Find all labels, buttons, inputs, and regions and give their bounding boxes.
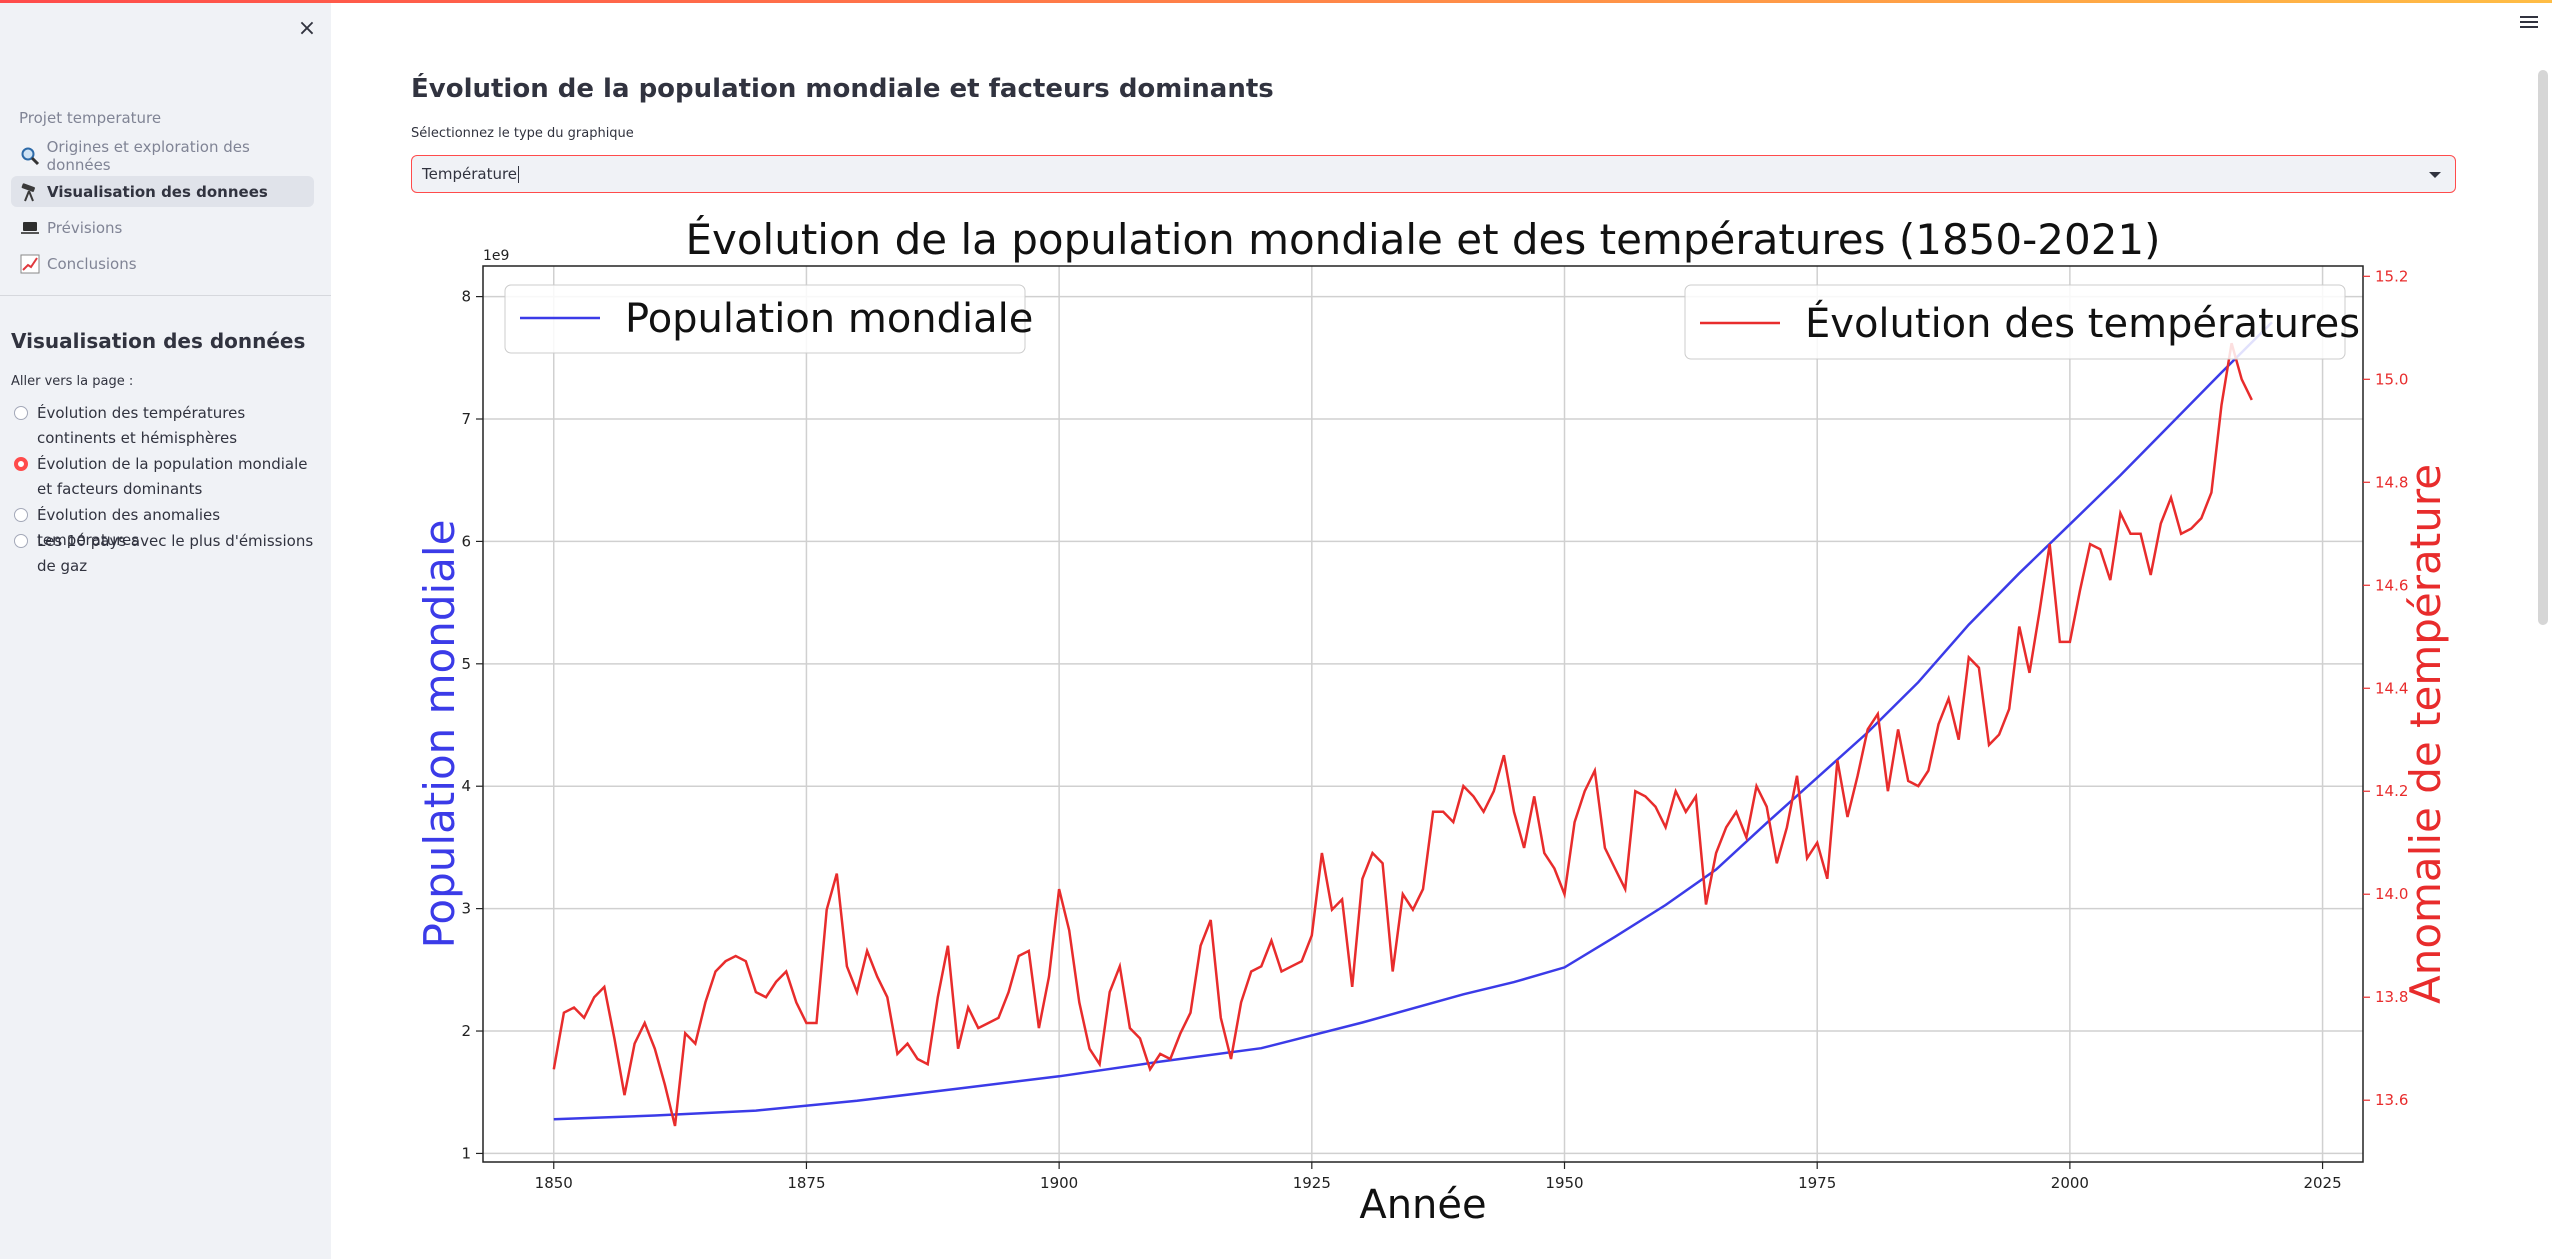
radio-option-emissions[interactable]: Les 10 pays avec le plus d'émissions de … <box>11 529 313 579</box>
radio-group-label: Aller vers la page : <box>11 374 134 389</box>
page-title: Évolution de la population mondiale et f… <box>411 74 1274 104</box>
radio-button[interactable] <box>14 508 28 522</box>
nav-item-visualisation[interactable]: Visualisation des donnees <box>11 176 314 207</box>
nav-item-conclusions[interactable]: Conclusions <box>11 248 314 279</box>
sidebar: × Projet temperature Origines et explora… <box>0 3 331 1259</box>
radio-option-temperatures[interactable]: Évolution des températures continents et… <box>11 401 311 451</box>
y-right-tick-label: 15.0 <box>2375 370 2408 388</box>
nav-item-previsions[interactable]: Prévisions <box>11 212 314 243</box>
nav-item-label: Prévisions <box>47 218 123 237</box>
legend-temperature-label: Évolution des températures <box>1805 299 2360 347</box>
y-right-tick-label: 13.6 <box>2375 1091 2408 1109</box>
population-line <box>553 321 2273 1121</box>
chevron-down-icon[interactable] <box>2429 172 2441 178</box>
y-left-tick-label: 1 <box>461 1144 471 1162</box>
x-tick-label: 1850 <box>535 1174 573 1192</box>
sidebar-section-title: Visualisation des données <box>11 329 306 353</box>
legend-population-label: Population mondiale <box>625 296 1033 342</box>
y-left-tick-label: 2 <box>461 1022 471 1040</box>
x-tick-label: 1975 <box>1798 1174 1836 1192</box>
x-tick-label: 1950 <box>1545 1174 1583 1192</box>
y-right-tick-label: 14.8 <box>2375 473 2408 491</box>
y-left-tick-label: 7 <box>461 410 471 428</box>
radio-button[interactable] <box>14 406 28 420</box>
y-right-axis-label: Anomalie de température <box>2401 464 2450 1004</box>
x-axis-label: Année <box>1359 1182 1486 1228</box>
radio-option-label: Évolution des températures continents et… <box>37 404 246 447</box>
y-left-tick-label: 8 <box>461 288 471 306</box>
y-right-tick-label: 15.2 <box>2375 267 2408 285</box>
y-right-tick-label: 14.2 <box>2375 782 2408 800</box>
population-temperature-chart: 1850 1875 1900 1925 1950 1975 2000 2025 1 2 3 4 5 6 7 8… <box>415 214 2450 1228</box>
legend-population-box <box>504 284 1026 354</box>
magnifier-icon <box>19 145 41 167</box>
y-left-tick-label: 5 <box>461 655 471 673</box>
y-left-tick-label: 3 <box>461 900 471 918</box>
temperature-line <box>552 342 2253 1127</box>
y-right-tick-label: 14.0 <box>2375 885 2408 903</box>
x-tick-label: 1875 <box>787 1174 825 1192</box>
sidebar-divider <box>0 295 331 296</box>
x-tick-label: 2000 <box>2051 1174 2089 1192</box>
top-decoration-bar <box>0 0 2552 3</box>
y-left-axis-label: Population mondiale <box>415 520 464 949</box>
chart-increasing-icon <box>19 253 41 275</box>
nav-item-label: Origines et exploration des données <box>46 137 250 174</box>
radio-option-population[interactable]: Évolution de la population mondiale et f… <box>11 452 311 502</box>
legend-temperature-box <box>1684 284 2346 360</box>
telescope-icon <box>19 181 41 203</box>
radio-option-label: Les 10 pays avec le plus d'émissions de … <box>37 532 314 575</box>
select-value: Température <box>422 165 518 183</box>
y-right-tick-label: 14.4 <box>2375 679 2408 697</box>
y-left-tick-label: 6 <box>461 532 471 550</box>
radio-option-label: Évolution de la population mondiale et f… <box>37 455 308 498</box>
y-left-tick-label: 4 <box>461 777 471 795</box>
radio-button[interactable] <box>14 534 28 548</box>
radio-button-selected[interactable] <box>14 457 28 471</box>
x-tick-label: 1925 <box>1293 1174 1331 1192</box>
plot-frame <box>482 265 2364 1163</box>
laptop-icon <box>19 217 41 239</box>
select-label: Sélectionnez le type du graphique <box>411 126 634 141</box>
y-left-scale-note: 1e9 <box>483 248 509 264</box>
radio-option-label: Évolution des anomalies températures <box>37 506 221 549</box>
main-menu-button[interactable] <box>2520 16 2538 30</box>
nav-item-label: Visualisation des donnees <box>47 182 268 201</box>
x-tick-label: 1900 <box>1040 1174 1078 1192</box>
page-scrollbar[interactable] <box>2538 70 2548 625</box>
radio-option-anomalies[interactable]: Évolution des anomalies températures <box>11 503 311 549</box>
nav-heading: Projet temperature <box>19 109 162 127</box>
chart-title: Évolution de la population mondiale et d… <box>685 214 2160 264</box>
x-tick-label: 2025 <box>2303 1174 2341 1192</box>
nav-item-origines[interactable]: Origines et exploration des données <box>11 137 314 174</box>
nav-item-label: Conclusions <box>47 254 137 273</box>
chart-type-select[interactable]: Température <box>411 155 2456 193</box>
y-right-tick-label: 13.8 <box>2375 988 2408 1006</box>
y-right-tick-label: 14.6 <box>2375 576 2408 594</box>
close-sidebar-button[interactable]: × <box>297 16 317 41</box>
